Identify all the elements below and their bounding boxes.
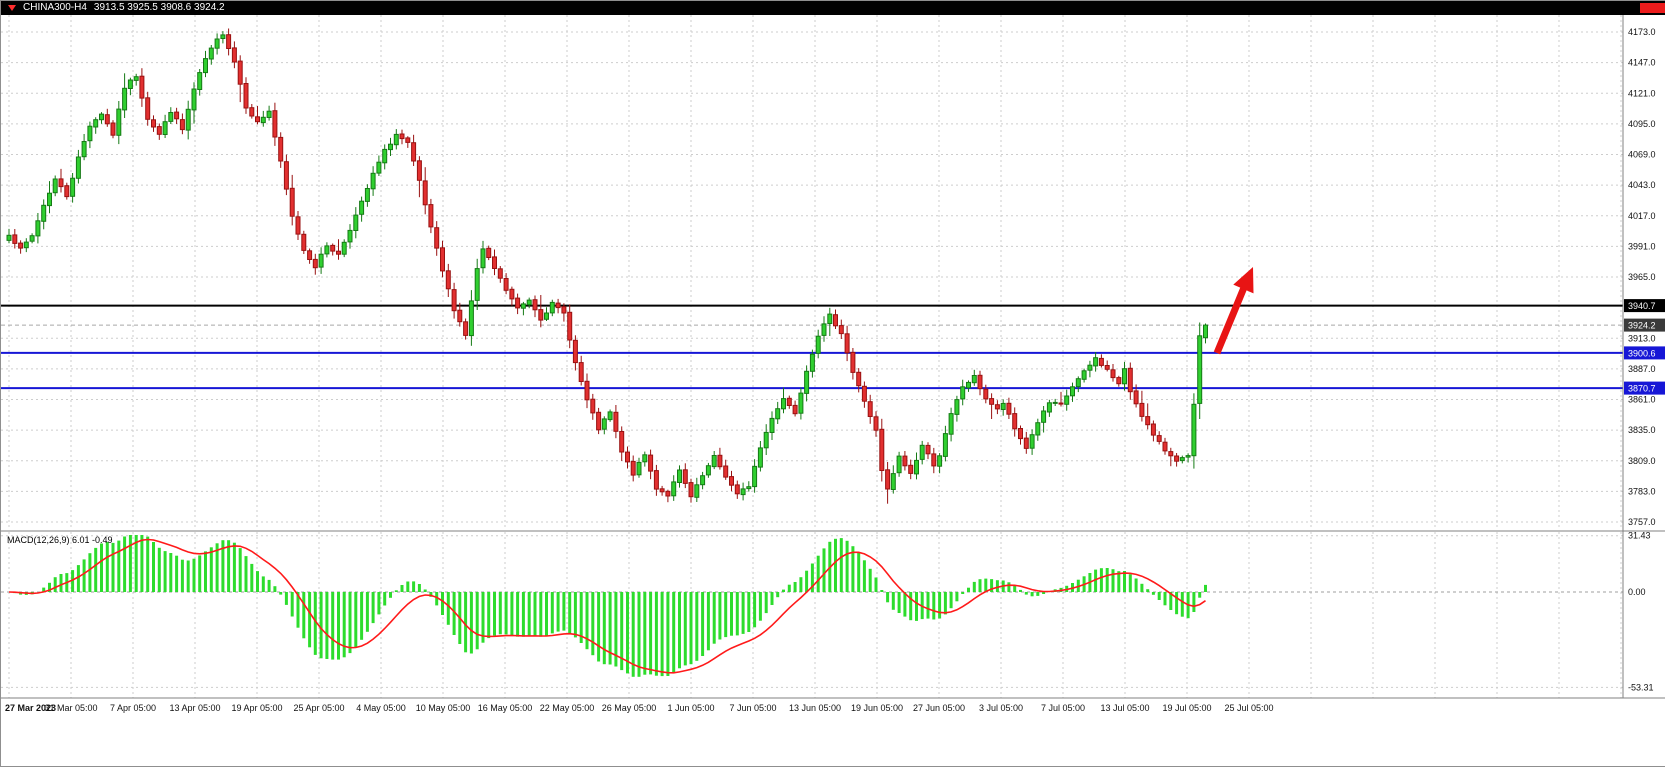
symbol-timeframe-label: CHINA300-H4 (23, 2, 87, 13)
svg-text:19 Jun 05:00: 19 Jun 05:00 (851, 703, 903, 713)
svg-text:3861.0: 3861.0 (1628, 395, 1656, 405)
svg-text:3965.0: 3965.0 (1628, 272, 1656, 282)
svg-text:3900.6: 3900.6 (1628, 348, 1656, 358)
svg-text:4069.0: 4069.0 (1628, 150, 1656, 160)
svg-text:19 Jul 05:00: 19 Jul 05:00 (1162, 703, 1211, 713)
svg-text:3757.0: 3757.0 (1628, 517, 1656, 527)
svg-text:25 Jul 05:00: 25 Jul 05:00 (1224, 703, 1273, 713)
svg-text:26 May 05:00: 26 May 05:00 (602, 703, 657, 713)
price-axis[interactable]: 4173.0 4147.0 4121.0 4095.0 4069.0 4043.0 4017… (1624, 27, 1665, 692)
svg-text:4017.0: 4017.0 (1628, 211, 1656, 221)
header-red-indicator (1640, 3, 1665, 13)
chart-header-bar: CHINA300-H4 3913.5 3925.5 3908.6 3924.2 (1, 1, 1665, 15)
svg-text:13 Jul 05:00: 13 Jul 05:00 (1100, 703, 1149, 713)
svg-text:4173.0: 4173.0 (1628, 27, 1656, 37)
svg-text:3809.0: 3809.0 (1628, 456, 1656, 466)
svg-text:0.00: 0.00 (1628, 587, 1646, 597)
svg-text:19 Apr 05:00: 19 Apr 05:00 (231, 703, 282, 713)
ohlc-values-label: 3913.5 3925.5 3908.6 3924.2 (93, 2, 225, 13)
svg-text:3835.0: 3835.0 (1628, 425, 1656, 435)
svg-text:4147.0: 4147.0 (1628, 58, 1656, 68)
svg-text:7 Apr 05:00: 7 Apr 05:00 (110, 703, 156, 713)
svg-text:22 May 05:00: 22 May 05:00 (540, 703, 595, 713)
svg-text:3783.0: 3783.0 (1628, 486, 1656, 496)
svg-text:4 May 05:00: 4 May 05:00 (356, 703, 406, 713)
svg-text:3 Jul 05:00: 3 Jul 05:00 (979, 703, 1023, 713)
macd-indicator (8, 535, 1207, 677)
trend-arrow (1213, 267, 1254, 355)
svg-text:3924.2: 3924.2 (1628, 321, 1656, 331)
svg-text:4043.0: 4043.0 (1628, 180, 1656, 190)
svg-text:31.43: 31.43 (1628, 531, 1651, 541)
svg-text:7 Jul 05:00: 7 Jul 05:00 (1041, 703, 1085, 713)
svg-text:16 May 05:00: 16 May 05:00 (478, 703, 533, 713)
svg-text:3870.7: 3870.7 (1628, 384, 1656, 394)
candlesticks (6, 28, 1208, 504)
svg-text:3913.0: 3913.0 (1628, 333, 1656, 343)
svg-text:13 Jun 05:00: 13 Jun 05:00 (789, 703, 841, 713)
svg-text:27 Mar 2023: 27 Mar 2023 (5, 703, 56, 713)
svg-text:3991.0: 3991.0 (1628, 241, 1656, 251)
svg-text:-53.31: -53.31 (1628, 682, 1654, 692)
svg-text:3940.7: 3940.7 (1628, 301, 1656, 311)
macd-indicator-label: MACD(12,26,9) 6.01 -0.49 (7, 535, 113, 545)
grid-lines (1, 15, 1623, 698)
svg-text:10 May 05:00: 10 May 05:00 (416, 703, 471, 713)
svg-text:7 Jun 05:00: 7 Jun 05:00 (729, 703, 776, 713)
svg-text:13 Apr 05:00: 13 Apr 05:00 (169, 703, 220, 713)
svg-text:27 Jun 05:00: 27 Jun 05:00 (913, 703, 965, 713)
svg-text:4095.0: 4095.0 (1628, 119, 1656, 129)
svg-text:1 Jun 05:00: 1 Jun 05:00 (667, 703, 714, 713)
svg-text:31 Mar 05:00: 31 Mar 05:00 (44, 703, 97, 713)
pane-separators (1, 15, 1665, 699)
symbol-marker-icon (8, 5, 16, 11)
svg-text:4121.0: 4121.0 (1628, 88, 1656, 98)
svg-text:25 Apr 05:00: 25 Apr 05:00 (293, 703, 344, 713)
svg-text:3887.0: 3887.0 (1628, 364, 1656, 374)
